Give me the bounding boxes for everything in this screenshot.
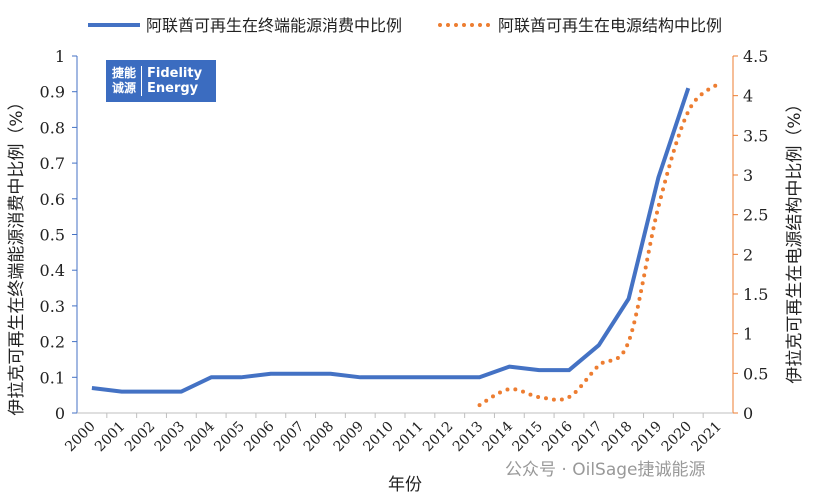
- right-tick-label: 2.5: [743, 206, 768, 225]
- x-tick-label: 2009: [331, 419, 368, 456]
- logo-cn-2: 诚源: [112, 81, 137, 95]
- series-line-1: [477, 81, 721, 408]
- x-tick-label: 2013: [450, 419, 487, 456]
- left-tick-label: 0.8: [40, 118, 65, 137]
- right-tick-label: 3: [743, 166, 753, 185]
- logo-cn-1: 捷能: [112, 66, 137, 80]
- right-tick-label: 2: [743, 245, 753, 264]
- x-axis-title: 年份: [388, 475, 422, 495]
- right-axis-title: 伊拉克可再生在电源结构中比例（%）: [785, 95, 805, 383]
- logo-en-2: Energy: [147, 81, 199, 96]
- x-tick-label: 2020: [659, 419, 696, 456]
- series-line-0: [91, 87, 691, 394]
- x-tick-label: 2015: [509, 419, 546, 456]
- right-tick-label: 0: [743, 404, 753, 423]
- x-tick-label: 2016: [539, 418, 576, 455]
- x-tick-label: 2003: [152, 419, 189, 456]
- watermark: 公众号 · OilSage捷诚能源: [505, 460, 706, 480]
- right-tick-label: 3.5: [743, 126, 768, 145]
- x-tick-label: 2011: [390, 419, 427, 456]
- x-tick-label: 2006: [241, 418, 278, 455]
- logo-en-1: Fidelity: [147, 66, 203, 81]
- legend-label-0: 阿联酋可再生在终端能源消费中比例: [146, 16, 402, 35]
- right-tick-label: 0.5: [743, 364, 768, 383]
- x-tick-label: 2010: [360, 419, 397, 456]
- x-tick-label: 2001: [92, 419, 129, 456]
- x-tick-label: 2017: [569, 419, 606, 456]
- left-tick-label: 0.6: [40, 190, 65, 209]
- left-tick-label: 1: [55, 47, 65, 66]
- x-tick-label: 2002: [122, 419, 159, 456]
- legend-label-1: 阿联酋可再生在电源结构中比例: [498, 16, 722, 35]
- right-tick-label: 4: [743, 87, 753, 106]
- x-tick-label: 2018: [599, 419, 636, 456]
- x-tick-label: 2014: [480, 418, 517, 455]
- right-tick-label: 4.5: [743, 47, 768, 66]
- left-tick-label: 0.7: [40, 154, 65, 173]
- right-tick-label: 1: [743, 325, 753, 344]
- x-tick-label: 2012: [420, 419, 457, 456]
- left-tick-label: 0.3: [40, 297, 65, 316]
- logo: 捷能 诚源 Fidelity Energy: [106, 60, 216, 102]
- left-axis-title: 伊拉克可再生在终端能源消费中比例（%）: [7, 93, 27, 415]
- x-tick-label: 2019: [629, 419, 666, 456]
- x-tick-label: 2000: [62, 419, 99, 456]
- left-tick-label: 0.1: [40, 368, 65, 387]
- x-tick-label: 2007: [271, 419, 308, 456]
- x-tick-label: 2005: [211, 419, 248, 456]
- left-tick-label: 0.9: [40, 83, 65, 102]
- right-tick-label: 1.5: [743, 285, 768, 304]
- left-tick-label: 0.4: [40, 261, 65, 280]
- left-tick-label: 0.5: [40, 226, 65, 245]
- x-tick-label: 2021: [688, 419, 725, 456]
- x-tick-label: 2004: [181, 418, 218, 455]
- left-tick-label: 0: [55, 404, 65, 423]
- left-tick-label: 0.2: [40, 333, 65, 352]
- x-tick-label: 2008: [301, 419, 338, 456]
